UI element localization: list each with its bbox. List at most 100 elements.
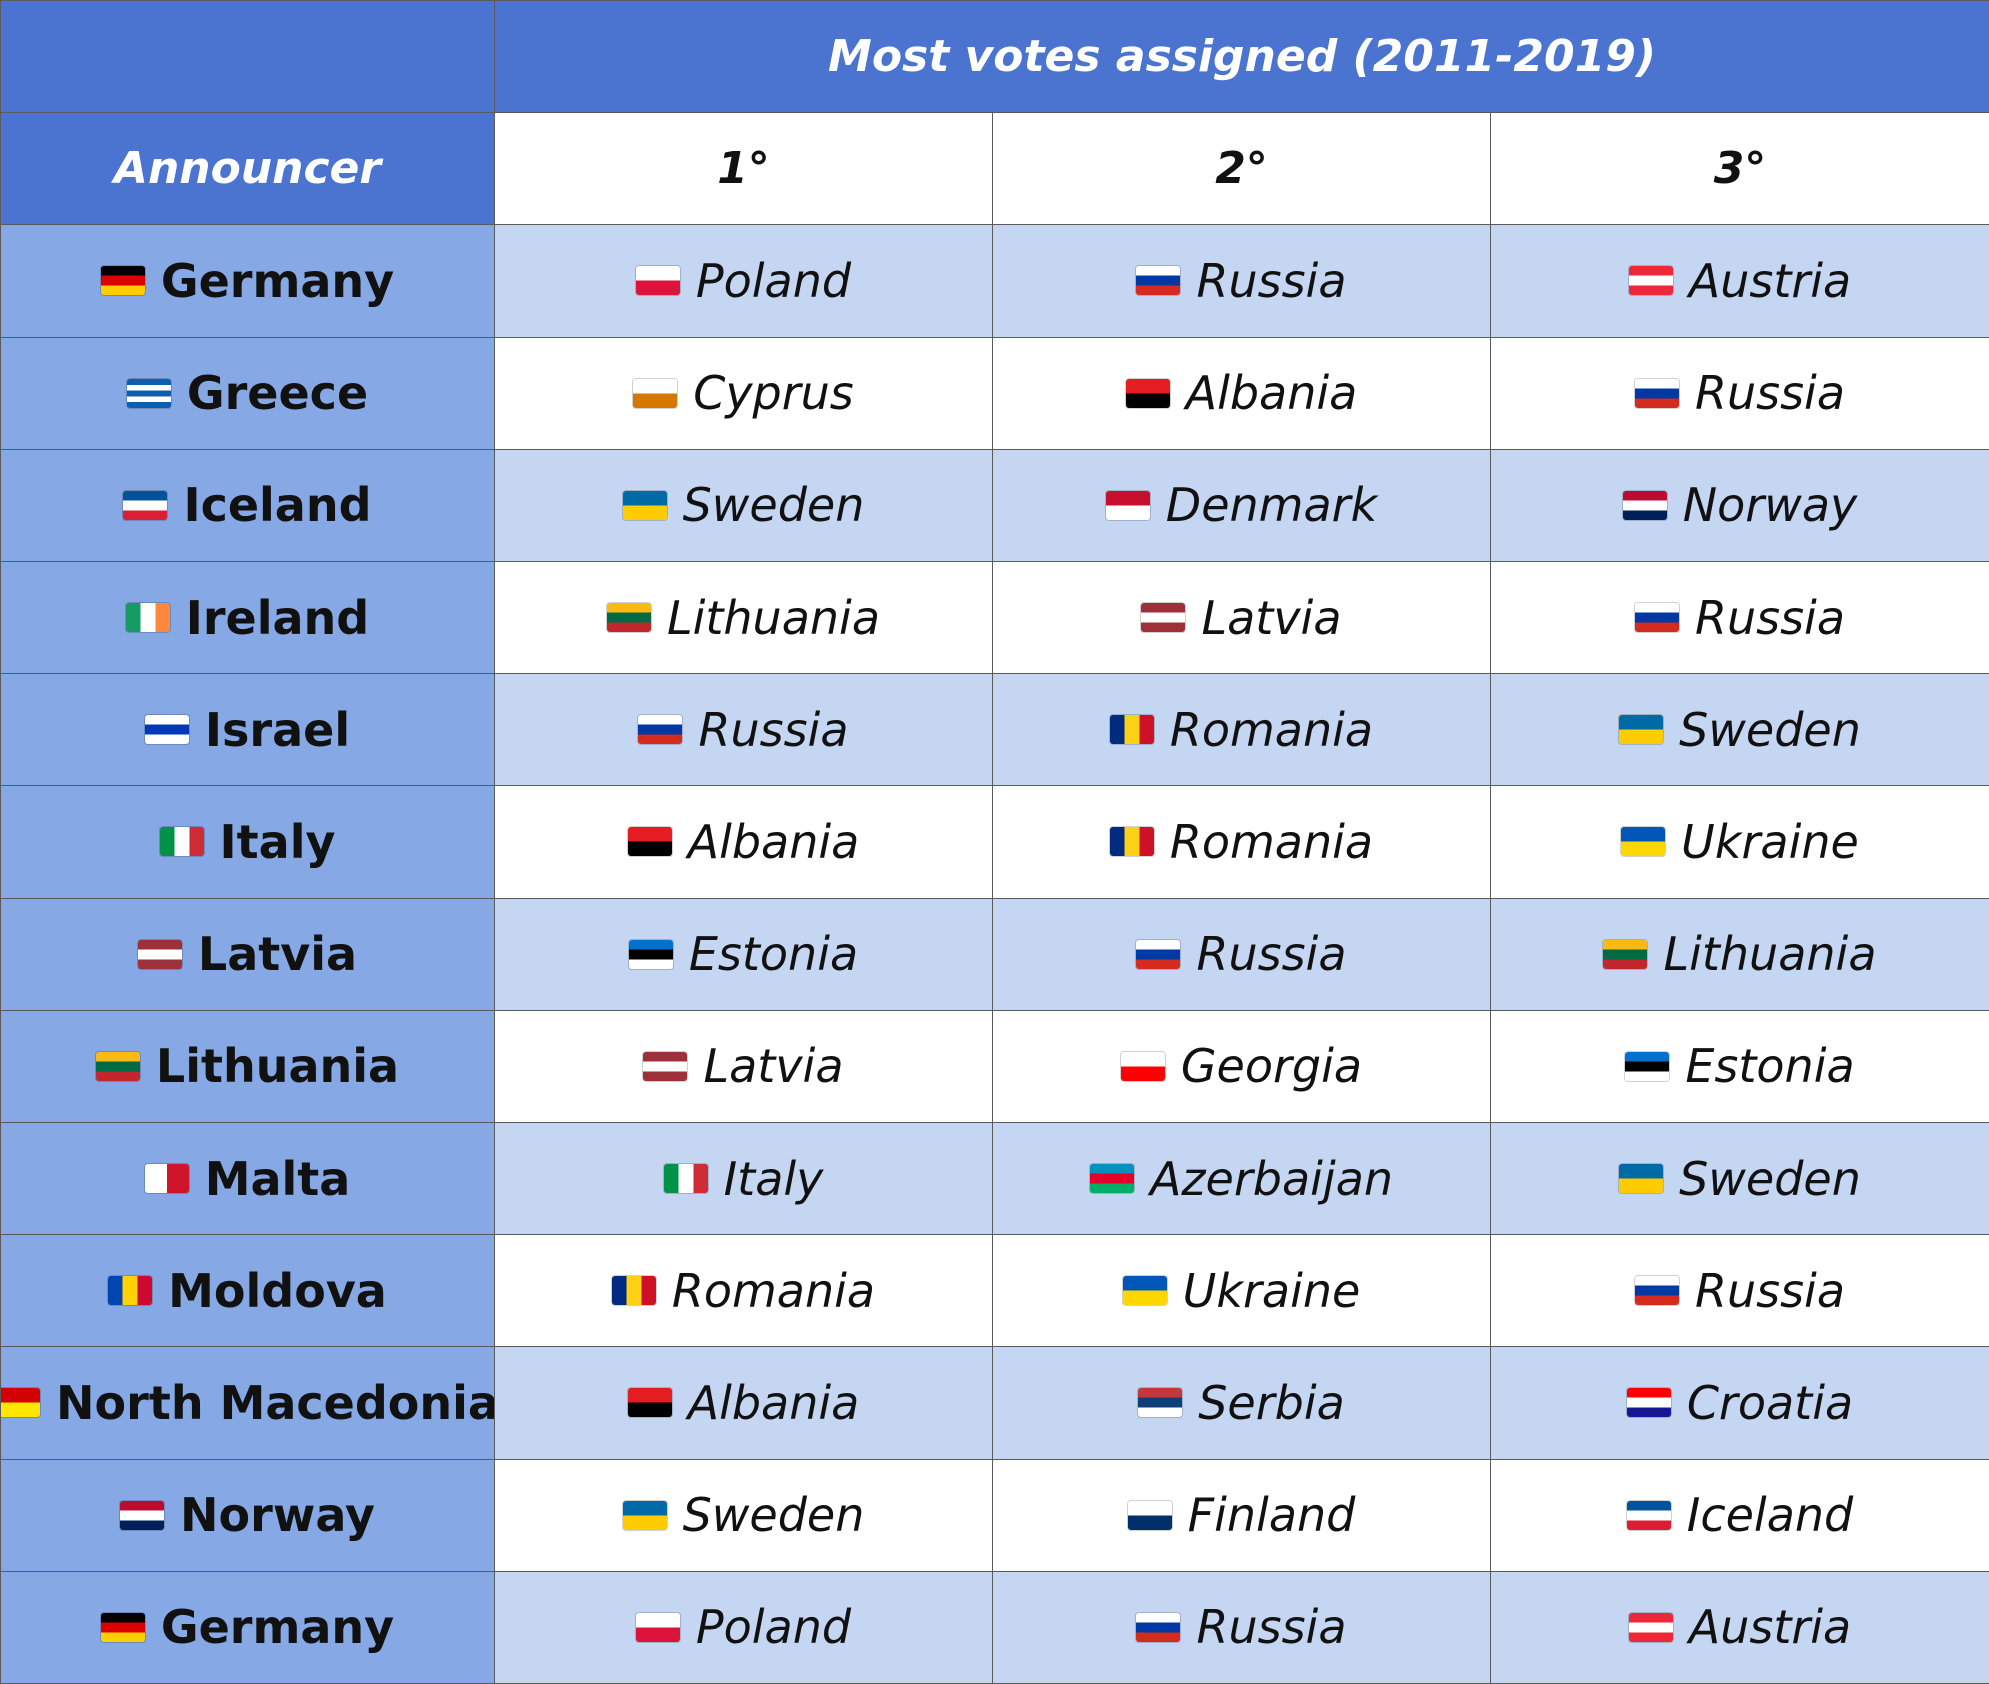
flag-icon — [1622, 490, 1667, 520]
rank-header-1: 1° — [495, 113, 993, 226]
flag-icon — [159, 827, 204, 857]
flag-icon — [1109, 827, 1154, 857]
flag-icon — [628, 939, 673, 969]
vote-cell-second: Albania — [993, 337, 1491, 450]
flag-icon — [1634, 378, 1679, 408]
announcer-cell: Germany — [1, 1571, 495, 1684]
country-name: Albania — [687, 814, 860, 869]
announcer-cell: Iceland — [1, 449, 495, 562]
vote-cell-third: Lithuania — [1491, 898, 1989, 1011]
vote-cell-second: Denmark — [993, 449, 1491, 562]
country-name: Albania — [1185, 366, 1358, 421]
country-name: Serbia — [1198, 1375, 1345, 1430]
flag-icon — [1, 1388, 41, 1418]
vote-cell-second: Azerbaijan — [993, 1122, 1491, 1236]
country-name: Russia — [1196, 253, 1347, 308]
vote-cell-second: Latvia — [993, 561, 1491, 675]
flag-icon — [1136, 1612, 1181, 1642]
flag-icon — [1634, 603, 1679, 633]
vote-cell-third: Iceland — [1491, 1459, 1989, 1572]
vote-cell-first: Estonia — [495, 898, 993, 1011]
flag-icon — [611, 1276, 656, 1306]
flag-icon — [1603, 939, 1648, 969]
country-name: Russia — [698, 702, 849, 757]
announcer-cell: Greece — [1, 337, 495, 450]
flag-icon — [1628, 1612, 1673, 1642]
flag-icon — [1634, 1276, 1679, 1306]
flag-icon — [1626, 1388, 1671, 1418]
country-name: Croatia — [1686, 1375, 1854, 1430]
announcer-cell: Norway — [1, 1459, 495, 1572]
flag-icon — [1621, 827, 1666, 857]
announcer-cell: North Macedonia — [1, 1347, 495, 1460]
flag-icon — [1127, 1500, 1172, 1530]
vote-cell-third: Estonia — [1491, 1010, 1989, 1123]
country-name: Norway — [1682, 478, 1858, 533]
flag-icon — [1625, 1051, 1670, 1081]
flag-icon — [633, 378, 678, 408]
corner-cell — [1, 1, 495, 114]
country-name: Austria — [1688, 1600, 1852, 1655]
flag-icon — [622, 490, 667, 520]
country-name: Romania — [1169, 702, 1374, 757]
flag-icon — [1105, 490, 1150, 520]
flag-icon — [627, 827, 672, 857]
flag-icon — [137, 939, 182, 969]
announcer-cell: Germany — [1, 225, 495, 338]
flag-icon — [108, 1276, 153, 1306]
vote-cell-third: Croatia — [1491, 1347, 1989, 1460]
flag-icon — [1619, 1164, 1664, 1194]
announcer-name: Latvia — [197, 927, 358, 982]
country-name: Russia — [1196, 927, 1347, 982]
flag-icon — [622, 1500, 667, 1530]
vote-cell-first: Poland — [495, 1571, 993, 1684]
vote-cell-third: Austria — [1491, 225, 1989, 338]
flag-icon — [663, 1164, 708, 1194]
country-name: Ukraine — [1681, 814, 1859, 869]
country-name: Romania — [671, 1263, 876, 1318]
vote-cell-first: Romania — [495, 1235, 993, 1348]
vote-cell-third: Sweden — [1491, 1122, 1989, 1236]
flag-icon — [1141, 603, 1186, 633]
country-name: Georgia — [1180, 1039, 1363, 1094]
flag-icon — [126, 378, 171, 408]
country-name: Azerbaijan — [1149, 1151, 1394, 1206]
vote-cell-first: Albania — [495, 1347, 993, 1460]
flag-icon — [120, 1500, 165, 1530]
country-name: Russia — [1196, 1600, 1347, 1655]
country-name: Russia — [1694, 1263, 1846, 1318]
country-name: Romania — [1169, 814, 1374, 869]
vote-cell-second: Georgia — [993, 1010, 1491, 1123]
flag-icon — [635, 266, 680, 296]
country-name: Latvia — [703, 1039, 844, 1094]
flag-icon — [627, 1388, 672, 1418]
vote-cell-first: Sweden — [495, 1459, 993, 1572]
country-name: Sweden — [682, 478, 865, 533]
flag-icon — [1109, 715, 1154, 745]
vote-cell-third: Austria — [1491, 1571, 1989, 1684]
announcer-cell: Lithuania — [1, 1010, 495, 1123]
announcer-cell: Moldova — [1, 1235, 495, 1348]
announcer-name: Iceland — [183, 478, 372, 533]
country-name: Sweden — [1679, 702, 1861, 757]
flag-icon — [638, 715, 683, 745]
country-name: Denmark — [1165, 478, 1378, 533]
vote-cell-second: Russia — [993, 1571, 1491, 1684]
country-name: Sweden — [682, 1488, 865, 1543]
vote-cell-first: Italy — [495, 1122, 993, 1236]
country-name: Cyprus — [693, 366, 854, 421]
country-name: Estonia — [688, 927, 859, 982]
vote-cell-first: Latvia — [495, 1010, 993, 1123]
country-name: Russia — [1694, 590, 1846, 645]
announcer-name: Ireland — [185, 590, 370, 645]
flag-icon — [100, 1612, 145, 1642]
flag-icon — [1089, 1164, 1134, 1194]
vote-cell-second: Finland — [993, 1459, 1491, 1572]
vote-cell-first: Lithuania — [495, 561, 993, 675]
announcer-name: Norway — [180, 1488, 375, 1543]
announcer-cell: Israel — [1, 674, 495, 787]
country-name: Albania — [687, 1375, 860, 1430]
vote-cell-second: Romania — [993, 674, 1491, 787]
announcer-name: Israel — [204, 702, 351, 757]
country-name: Poland — [695, 1600, 852, 1655]
